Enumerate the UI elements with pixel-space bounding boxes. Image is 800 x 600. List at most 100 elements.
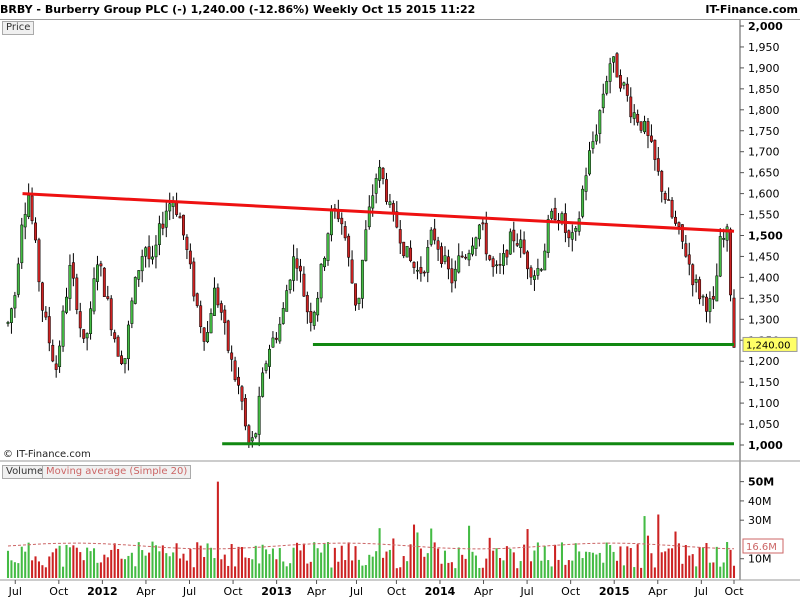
volume-bar — [282, 561, 285, 578]
vol-y-tick-label: 50M — [748, 476, 774, 489]
x-tick-label: Oct — [561, 585, 581, 598]
volume-bar — [158, 551, 161, 578]
candle-body — [450, 268, 454, 284]
chart-title: BRBY - Burberry Group PLC (-) 1,240.00 (… — [0, 3, 476, 16]
volume-bar — [251, 559, 254, 578]
volume-bar — [192, 567, 195, 578]
candle-body — [619, 75, 622, 89]
volume-bar — [423, 556, 426, 578]
candle-body — [216, 287, 220, 306]
volume-bar — [306, 563, 309, 578]
volume-bar — [660, 552, 663, 578]
volume-bar — [299, 550, 302, 578]
volume-bar — [182, 553, 185, 578]
candle-body — [281, 308, 285, 324]
volume-bar — [502, 560, 505, 578]
candle-body — [154, 244, 158, 258]
y-tick-label: 1,700 — [748, 146, 780, 159]
price-gridlines — [0, 20, 800, 581]
volume-bar — [461, 554, 464, 578]
volume-bar — [168, 556, 171, 578]
candle-body — [622, 82, 626, 86]
volume-bar — [574, 543, 577, 578]
volume-bar — [51, 552, 54, 578]
volume-bar — [237, 546, 240, 578]
y-tick-label: 1,750 — [748, 125, 780, 138]
candle-body — [481, 222, 485, 225]
volume-bar — [385, 551, 388, 578]
volume-bar — [185, 560, 188, 578]
candle-body — [526, 251, 530, 270]
y-tick-label: 1,000 — [748, 439, 783, 452]
candle-body — [250, 437, 254, 442]
volume-bar — [289, 563, 292, 578]
volume-bar — [24, 551, 27, 578]
candle-body — [126, 324, 130, 359]
candle-body — [37, 239, 41, 283]
x-tick-label: Jul — [349, 585, 363, 598]
volume-bar — [636, 544, 639, 578]
candle-body — [385, 179, 388, 202]
volume-bar — [258, 563, 261, 578]
candle-body — [474, 237, 478, 249]
volume-bar — [519, 561, 522, 578]
volume-bar — [268, 554, 271, 578]
candle-body — [484, 222, 488, 255]
volume-bar — [560, 542, 563, 578]
candle-body — [247, 425, 251, 444]
candle-body — [34, 222, 37, 241]
volume-bar — [275, 559, 278, 578]
candle-body — [677, 222, 681, 227]
volume-bar — [643, 516, 646, 578]
candle-body — [698, 279, 702, 300]
candle-body — [718, 236, 722, 277]
volume-bar — [402, 556, 405, 578]
candle-body — [715, 275, 719, 302]
candle-body — [96, 264, 99, 282]
volume-bar — [550, 566, 553, 578]
trend-lines — [22, 192, 735, 446]
x-tick-label: Jul — [182, 585, 196, 598]
candle-body — [632, 112, 636, 119]
candle-body — [433, 228, 437, 241]
volume-bar — [554, 544, 557, 578]
candle-body — [532, 275, 536, 280]
volume-bar — [419, 548, 422, 578]
candle-body — [667, 199, 671, 201]
candle-body — [133, 277, 137, 304]
volume-bar — [640, 567, 643, 578]
candle-body — [502, 253, 505, 266]
volume-bar — [691, 554, 694, 578]
candle-body — [687, 254, 691, 265]
volume-bar — [457, 547, 460, 578]
candle-body — [416, 269, 419, 272]
candle-body — [546, 219, 550, 253]
candle-body — [674, 216, 677, 224]
candle-body — [168, 203, 172, 212]
candle-body — [612, 56, 616, 63]
volume-bar — [677, 543, 680, 578]
candle-body — [30, 195, 34, 222]
volume-bar — [337, 561, 340, 578]
volume-bar — [674, 531, 677, 578]
volume-bar — [533, 550, 536, 578]
candle-body — [656, 158, 660, 172]
candle-body — [539, 269, 543, 271]
candle-body — [192, 261, 196, 297]
candle-body — [199, 305, 203, 328]
candle-body — [443, 255, 447, 262]
candle-body — [639, 121, 643, 131]
volume-bar — [523, 544, 526, 578]
y-tick-label: 1,450 — [748, 250, 780, 263]
volume-bar — [605, 542, 608, 578]
candle-body — [550, 210, 554, 219]
candle-body — [625, 83, 629, 96]
candle-body — [212, 287, 216, 316]
volume-bar — [13, 562, 16, 578]
candle-body — [453, 268, 457, 282]
volume-bar — [712, 562, 715, 578]
candle-body — [594, 134, 598, 142]
volume-bar — [347, 542, 350, 578]
volume-bar — [344, 560, 347, 578]
